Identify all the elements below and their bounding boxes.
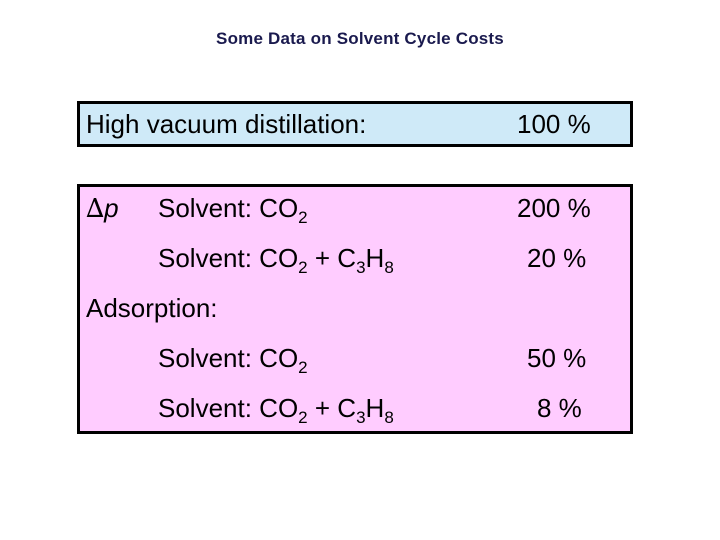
pressure-variable: p [104,193,119,223]
c3-subscript: 3 [356,408,366,427]
solvent-text: Solvent: CO [158,343,299,373]
c3-subscript: 3 [356,258,366,277]
solvent-co2-propane-value: 20 % [527,243,587,273]
solvent-co2-value: 200 % [517,193,591,223]
h-text: H [365,243,385,273]
adsorption-co2-propane-label: Solvent: CO2 + C3H8 [158,393,394,426]
solvent-text: Solvent: CO [158,243,299,273]
co2-subscript: 2 [298,208,308,227]
plus-c-text: + C [307,243,357,273]
page-title: Some Data on Solvent Cycle Costs [216,29,504,48]
h-text: H [365,393,385,423]
adsorption-co2-label: Solvent: CO2 [158,343,308,376]
delta-symbol: ∆ [86,194,105,224]
adsorption-label: Adsorption: [86,293,218,323]
solvent-text: Solvent: CO [158,193,299,223]
distillation-value: 100 % [517,109,591,139]
solvent-text: Solvent: CO [158,393,299,423]
distillation-box [77,101,633,147]
plus-c-text: + C [307,393,357,423]
h8-subscript: 8 [384,258,394,277]
distillation-label: High vacuum distillation: [86,109,367,139]
adsorption-co2-value: 50 % [527,343,587,373]
solvent-data-box [77,184,633,434]
co2-subscript: 2 [298,358,308,377]
co2-subscript: 2 [298,408,308,427]
solvent-co2-propane-label: Solvent: CO2 + C3H8 [158,243,394,276]
solvent-co2-label: Solvent: CO2 [158,193,308,226]
co2-subscript: 2 [298,258,308,277]
adsorption-co2-propane-value: 8 % [537,393,582,423]
h8-subscript: 8 [384,408,394,427]
delta-p-label: ∆p [86,193,119,224]
